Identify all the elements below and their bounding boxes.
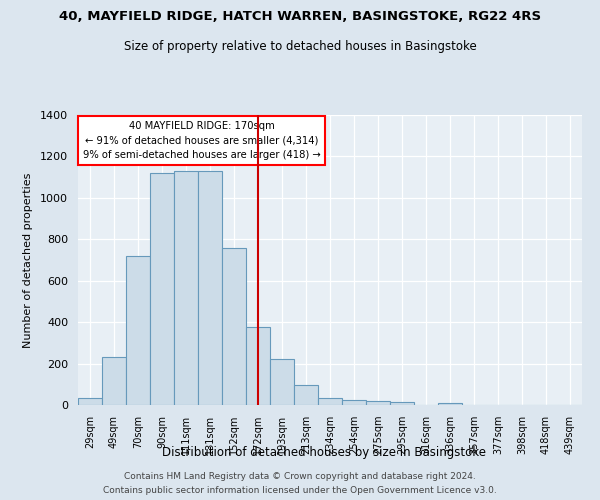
Bar [174,171,198,405]
Bar [78,398,102,405]
Bar [126,256,150,405]
Y-axis label: Number of detached properties: Number of detached properties [23,172,33,348]
Bar [318,398,342,405]
Bar [270,360,294,405]
Bar [438,403,462,405]
Text: 40, MAYFIELD RIDGE, HATCH WARREN, BASINGSTOKE, RG22 4RS: 40, MAYFIELD RIDGE, HATCH WARREN, BASING… [59,10,541,23]
Bar [390,402,414,405]
Bar [342,400,366,405]
Text: 40 MAYFIELD RIDGE: 170sqm
← 91% of detached houses are smaller (4,314)
9% of sem: 40 MAYFIELD RIDGE: 170sqm ← 91% of detac… [83,121,320,160]
Bar [102,358,126,405]
Bar [246,328,270,405]
Bar [366,401,390,405]
Text: Distribution of detached houses by size in Basingstoke: Distribution of detached houses by size … [162,446,486,459]
Bar [198,171,222,405]
Bar [294,386,318,405]
Bar [222,248,246,405]
Text: Contains public sector information licensed under the Open Government Licence v3: Contains public sector information licen… [103,486,497,495]
Text: Contains HM Land Registry data © Crown copyright and database right 2024.: Contains HM Land Registry data © Crown c… [124,472,476,481]
Bar [150,173,174,405]
Text: Size of property relative to detached houses in Basingstoke: Size of property relative to detached ho… [124,40,476,53]
